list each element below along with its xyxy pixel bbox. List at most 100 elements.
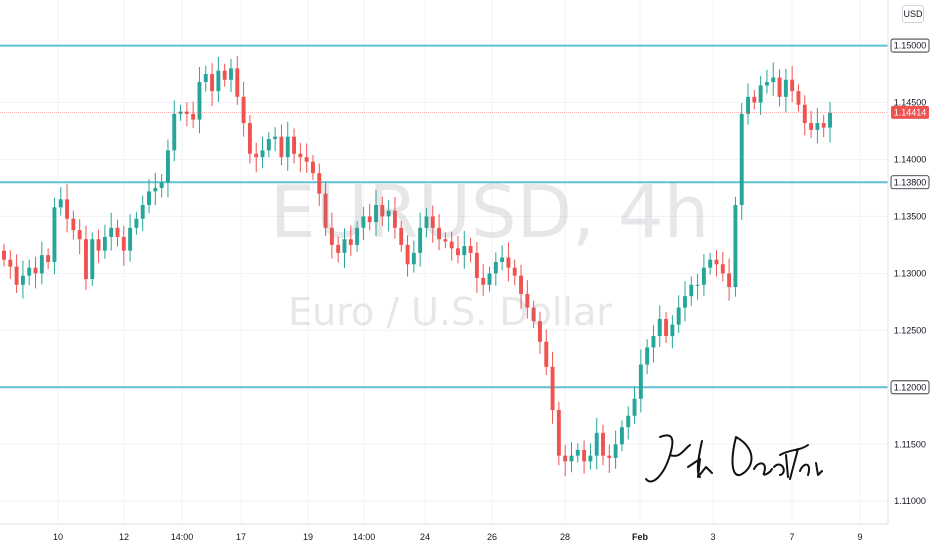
time-tick-label: Feb <box>632 532 649 542</box>
candle-body <box>720 264 725 274</box>
time-axis-bg[interactable] <box>0 524 932 550</box>
candle-body <box>714 259 719 265</box>
candle-body <box>153 187 158 192</box>
candle-body <box>821 123 826 128</box>
candle-body <box>531 307 536 322</box>
candle-body <box>329 227 334 245</box>
level-label-box <box>890 38 930 53</box>
candle-body <box>115 227 120 237</box>
candle-body <box>216 70 221 92</box>
candle-body <box>456 248 460 256</box>
price-tick-label: 1.14500 <box>894 98 927 108</box>
candle-body <box>348 239 353 245</box>
candle-body <box>102 236 107 251</box>
candle-body <box>777 77 782 97</box>
candle-body <box>140 205 145 219</box>
candle-body <box>796 91 801 105</box>
price-axis-bg[interactable] <box>888 0 932 524</box>
candle-body <box>500 257 505 262</box>
candle-body <box>815 123 820 130</box>
level-label-box <box>890 175 930 190</box>
candle-body <box>39 255 44 274</box>
candle-body <box>645 347 650 365</box>
time-tick-label: 3 <box>710 532 715 542</box>
price-tick-label: 1.12500 <box>894 325 927 335</box>
time-tick-label: 26 <box>487 532 497 542</box>
candle-body <box>128 227 133 251</box>
candle-body <box>292 136 297 154</box>
candle-body <box>638 364 643 399</box>
candle-body <box>582 449 587 462</box>
candle-body <box>210 74 215 92</box>
watermark-symbol: EURUSD, 4h <box>270 170 710 254</box>
candle-body <box>708 259 713 268</box>
candle-body <box>430 216 435 228</box>
time-axis-ticks: 10 12 14:00 17 19 14:00 24 26 28 Feb 3 7 9 <box>53 532 863 542</box>
level-label-text: 1.12000 <box>894 382 927 392</box>
candle-body <box>121 236 126 251</box>
candle-body <box>279 136 284 158</box>
candle-body <box>311 161 315 174</box>
candle-body <box>550 366 555 411</box>
candle-body <box>52 207 57 262</box>
time-tick-label: 9 <box>857 532 862 542</box>
candle-body <box>752 96 757 103</box>
price-tick-label: 1.11500 <box>894 439 926 449</box>
time-tick-label: 12 <box>119 532 129 542</box>
candle-body <box>323 193 328 228</box>
price-tick-label: 1.13000 <box>894 268 927 278</box>
candle-body <box>46 255 51 262</box>
candle-body <box>191 113 196 120</box>
candle-body <box>58 199 63 208</box>
candle-body <box>273 136 278 139</box>
price-tick-label: 1.13500 <box>894 211 927 221</box>
candle-body <box>594 432 599 456</box>
candles <box>2 56 832 477</box>
candle-body <box>203 74 208 83</box>
candle-body <box>670 324 675 337</box>
last-price-text: 1.14414 <box>894 107 927 117</box>
candle-body <box>33 267 38 274</box>
candle-body <box>443 239 448 242</box>
candle-body <box>411 252 416 265</box>
candle-body <box>676 307 681 325</box>
candle-body <box>607 455 612 458</box>
candle-body <box>317 173 322 194</box>
price-tick-label: 1.14000 <box>894 154 927 164</box>
candle-body <box>304 157 309 162</box>
candle-body <box>790 79 795 92</box>
candle-body <box>764 82 769 86</box>
candle-body <box>601 432 605 456</box>
watermark-description: Euro / U.S. Dollar <box>288 290 612 334</box>
time-tick-label: 17 <box>236 532 246 542</box>
time-tick-label: 14:00 <box>353 532 376 542</box>
candle-body <box>727 273 732 288</box>
candle-body <box>563 455 568 462</box>
candle-body <box>235 68 240 97</box>
candle-body <box>802 104 807 124</box>
candle-body <box>298 153 303 158</box>
candle-body <box>361 216 366 228</box>
candle-body <box>109 227 114 237</box>
currency-button[interactable]: USD <box>902 5 924 23</box>
candle-body <box>266 138 271 151</box>
level-label-text: 1.13800 <box>894 177 927 187</box>
grid <box>0 0 888 524</box>
candle-body <box>619 427 624 445</box>
candle-body <box>544 341 549 367</box>
candle-body <box>8 259 13 267</box>
candle-body <box>2 250 6 260</box>
price-tick-label: 1.11000 <box>894 496 926 506</box>
candle-body <box>418 227 423 253</box>
candle-body <box>405 244 410 265</box>
candle-body <box>758 85 763 103</box>
candle-body <box>487 273 492 285</box>
time-tick-label: 7 <box>789 532 794 542</box>
time-tick-label: 24 <box>420 532 430 542</box>
candle-body <box>241 96 246 124</box>
candle-body <box>84 239 88 280</box>
candle-body <box>809 123 814 130</box>
candle-body <box>27 267 32 276</box>
level-label-text: 1.15000 <box>894 41 927 51</box>
